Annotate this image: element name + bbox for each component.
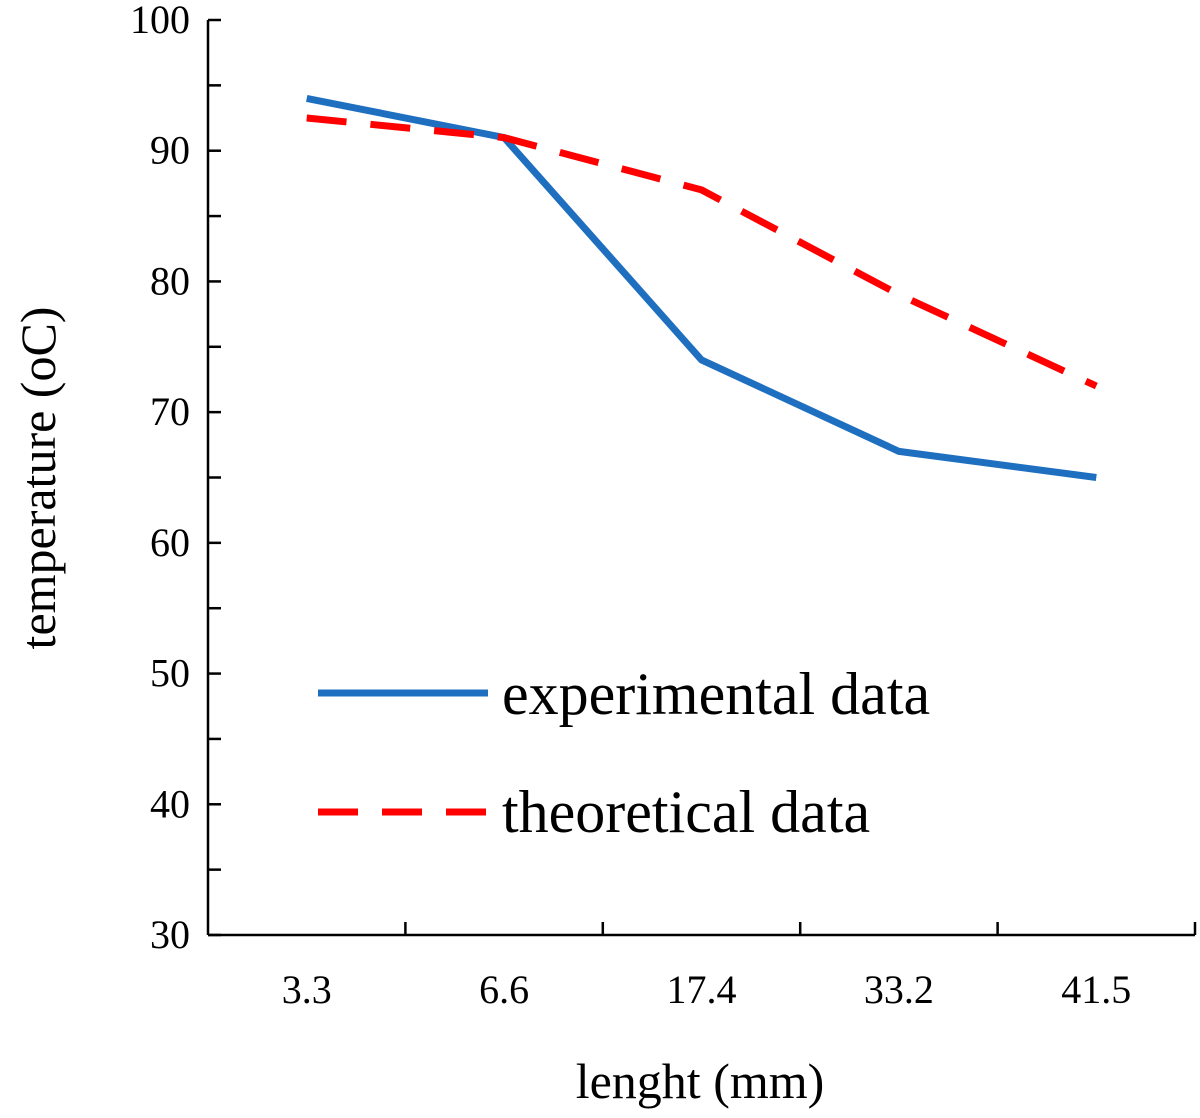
y-tick-label: 30 <box>150 912 190 957</box>
x-tick-label: 41.5 <box>1061 967 1131 1012</box>
y-tick-label: 60 <box>150 520 190 565</box>
y-tick-label: 90 <box>150 128 190 173</box>
y-tick-label: 100 <box>130 0 190 42</box>
x-ticks: 3.3 6.6 17.4 33.2 41.5 <box>282 922 1197 1012</box>
y-tick-label: 80 <box>150 258 190 303</box>
series-lines <box>306 94 1098 481</box>
y-tick-label: 40 <box>150 781 190 826</box>
legend-label-experimental: experimental data <box>502 661 930 727</box>
x-tick-label: 17.4 <box>667 967 737 1012</box>
x-tick-label: 33.2 <box>864 967 934 1012</box>
legend-label-theoretical: theoretical data <box>502 779 870 845</box>
y-tick-label: 50 <box>150 651 190 696</box>
legend: experimental data theoretical data <box>318 661 930 845</box>
y-tick-label: 70 <box>150 389 190 434</box>
x-tick-label: 6.6 <box>479 967 529 1012</box>
series-line-theoretical <box>306 114 1098 390</box>
x-axis-label: lenght (mm) <box>576 1053 825 1109</box>
y-axis-label: temperature (oC) <box>10 307 66 650</box>
series-line-experimental <box>306 94 1097 481</box>
x-tick-label: 3.3 <box>282 967 332 1012</box>
y-ticks: 30 40 50 60 70 80 90 100 <box>130 0 221 957</box>
